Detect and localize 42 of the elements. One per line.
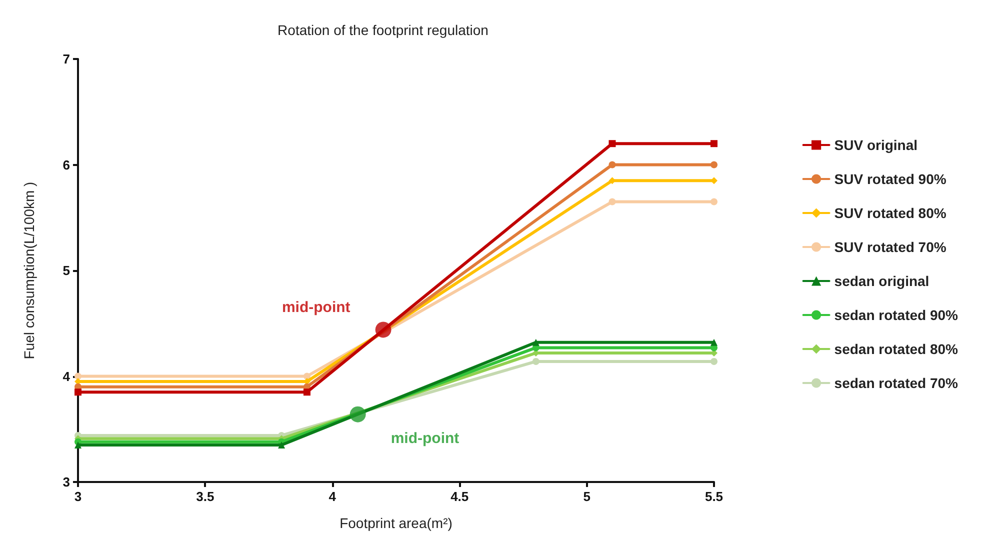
y-tick-label: 4 — [62, 368, 71, 384]
legend-label: SUV rotated 90% — [834, 171, 947, 187]
legend-label: sedan rotated 80% — [834, 341, 959, 357]
x-tick-label: 3 — [74, 489, 82, 504]
point — [710, 198, 718, 206]
point — [74, 441, 82, 448]
chart-title: Rotation of the footprint regulation — [278, 22, 488, 38]
point — [710, 358, 718, 365]
point — [608, 161, 616, 168]
point — [74, 372, 82, 380]
point — [608, 198, 616, 206]
point — [532, 338, 540, 346]
y-tick-label: 7 — [62, 52, 70, 66]
series-label: mid-point — [390, 430, 460, 447]
y-tick-label: 3 — [62, 474, 70, 490]
point — [710, 161, 718, 168]
point — [710, 177, 718, 184]
point — [74, 388, 82, 396]
x-tick-label: 5.5 — [704, 489, 724, 504]
x-tick-label: 5 — [583, 489, 590, 504]
legend-label: SUV rotated 70% — [834, 239, 947, 255]
legend-label: SUV original — [834, 137, 918, 153]
point — [278, 441, 286, 448]
series-label: mid-point — [282, 299, 350, 316]
point — [375, 322, 392, 338]
x-tick-label: 3.5 — [196, 489, 214, 504]
y-tick-label: 6 — [62, 157, 70, 172]
y-tick-label: 5 — [62, 263, 70, 278]
point — [608, 140, 616, 148]
point — [350, 406, 366, 422]
legend-label: sedan rotated 90% — [834, 307, 959, 323]
y-axis-title: Fuel consumption(L/100km ) — [21, 182, 37, 360]
point — [710, 338, 718, 346]
legend-label: sedan original — [834, 273, 930, 289]
point — [303, 388, 310, 396]
x-axis-title: Footprint area(m²) — [340, 515, 452, 531]
x-tick-label: 4.5 — [450, 489, 469, 504]
point — [710, 140, 718, 148]
legend-label: SUV rotated 80% — [834, 205, 947, 221]
legend-label: sedan rotated 70% — [834, 375, 959, 391]
point — [532, 358, 540, 365]
x-tick-label: 4 — [328, 489, 337, 504]
